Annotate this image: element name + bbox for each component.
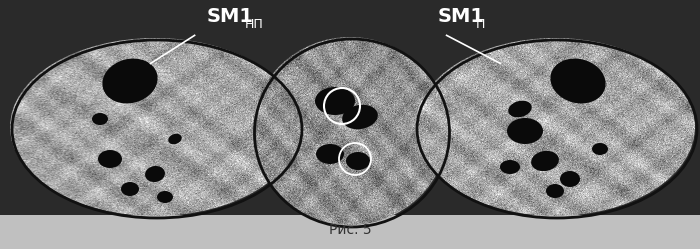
Ellipse shape — [316, 144, 344, 164]
Ellipse shape — [342, 105, 378, 129]
Ellipse shape — [92, 113, 108, 125]
Text: SM1: SM1 — [438, 7, 484, 26]
Ellipse shape — [102, 59, 158, 103]
Ellipse shape — [531, 151, 559, 171]
Text: НП: НП — [244, 18, 263, 31]
Ellipse shape — [500, 160, 520, 174]
Text: П: П — [475, 18, 485, 31]
Bar — [0, 0, 700, 215]
Ellipse shape — [592, 143, 608, 155]
Ellipse shape — [315, 87, 355, 115]
Ellipse shape — [507, 118, 543, 144]
Text: SM1: SM1 — [206, 7, 253, 26]
Ellipse shape — [346, 152, 370, 170]
Ellipse shape — [168, 134, 182, 144]
Ellipse shape — [121, 182, 139, 196]
Ellipse shape — [508, 101, 532, 117]
Ellipse shape — [546, 184, 564, 198]
Text: Рис. 5: Рис. 5 — [329, 223, 371, 237]
Ellipse shape — [98, 150, 122, 168]
Ellipse shape — [145, 166, 165, 182]
Ellipse shape — [157, 191, 173, 203]
Ellipse shape — [560, 171, 580, 187]
Ellipse shape — [550, 59, 606, 103]
